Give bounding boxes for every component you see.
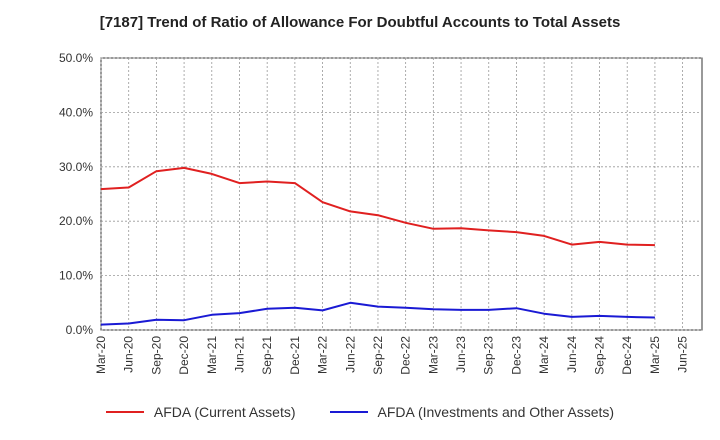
- x-tick-label: Sep-21: [260, 336, 274, 375]
- y-tick-label: 50.0%: [59, 51, 93, 65]
- x-tick-label: Sep-22: [371, 336, 385, 375]
- legend-item-current: AFDA (Current Assets): [105, 404, 296, 420]
- tick-layer: 0.0% 10.0% 20.0% 30.0% 40.0% 50.0% Mar-20 Jun-2…: [59, 51, 690, 375]
- x-tick-label: Sep-23: [482, 336, 496, 375]
- x-tick-label: Jun-20: [122, 336, 136, 373]
- series-line-investments: [100, 301, 655, 326]
- x-tick-label: Mar-24: [537, 336, 551, 374]
- legend-label-investments: AFDA (Investments and Other Assets): [377, 404, 615, 420]
- legend-swatch-investments: [329, 411, 368, 413]
- x-tick-label: Jun-25: [676, 336, 690, 373]
- x-tick-label: Mar-22: [316, 336, 330, 374]
- x-tick-label: Dec-21: [288, 336, 302, 375]
- x-tick-label: Jun-23: [454, 336, 468, 373]
- grid-layer: [100, 57, 702, 331]
- x-tick-label: Jun-24: [565, 336, 579, 373]
- x-tick-label: Mar-23: [426, 336, 440, 374]
- y-tick-label: 0.0%: [66, 323, 94, 337]
- x-tick-label: Jun-22: [343, 336, 357, 373]
- x-tick-label: Dec-22: [399, 336, 413, 375]
- x-tick-label: Dec-20: [177, 336, 191, 375]
- x-tick-label: Mar-21: [205, 336, 219, 374]
- y-tick-label: 40.0%: [59, 105, 93, 119]
- x-tick-label: Dec-24: [620, 336, 634, 375]
- x-tick-label: Sep-24: [593, 336, 607, 375]
- x-tick-label: Dec-23: [509, 336, 523, 375]
- legend-item-investments: AFDA (Investments and Other Assets): [329, 404, 615, 420]
- y-tick-label: 30.0%: [59, 160, 93, 174]
- y-tick-label: 20.0%: [59, 214, 93, 228]
- x-tick-label: Mar-20: [94, 336, 108, 374]
- legend-label-current: AFDA (Current Assets): [153, 404, 296, 420]
- x-tick-label: Mar-25: [648, 336, 662, 374]
- x-tick-label: Sep-20: [149, 336, 163, 375]
- legend-swatch-current: [105, 411, 144, 413]
- series-line-current-assets: [100, 166, 655, 247]
- chart-title: [7187] Trend of Ratio of Allowance For D…: [99, 14, 621, 31]
- legend: AFDA (Current Assets) AFDA (Investments …: [0, 404, 720, 420]
- y-tick-label: 10.0%: [59, 269, 93, 283]
- series-layer: [100, 166, 655, 326]
- plot-area: [100, 57, 703, 331]
- x-tick-label: Jun-21: [232, 336, 246, 373]
